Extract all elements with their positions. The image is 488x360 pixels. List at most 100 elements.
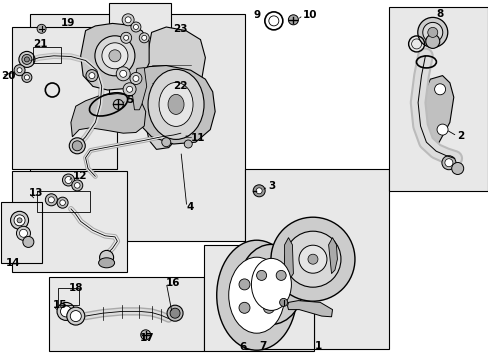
Ellipse shape [239,244,303,324]
Bar [245,169,388,349]
Polygon shape [284,238,293,281]
Circle shape [441,156,455,170]
Circle shape [139,33,149,43]
Circle shape [285,231,340,287]
Text: 18: 18 [68,283,83,293]
Polygon shape [144,27,205,149]
Circle shape [37,24,46,33]
Circle shape [427,27,437,37]
Polygon shape [328,238,337,274]
Circle shape [417,17,447,48]
Text: 12: 12 [72,171,87,181]
Circle shape [72,180,82,191]
Circle shape [89,73,95,78]
Circle shape [113,99,123,109]
Polygon shape [136,66,215,144]
Circle shape [70,311,81,321]
Circle shape [184,140,192,148]
Ellipse shape [251,258,291,310]
Text: 19: 19 [61,18,75,28]
Circle shape [279,298,287,306]
Circle shape [122,14,134,26]
Circle shape [123,83,136,96]
Circle shape [130,72,142,85]
Circle shape [133,76,139,81]
Bar [108,61,171,115]
Circle shape [57,302,75,320]
Circle shape [170,308,180,318]
Text: 8: 8 [436,9,443,19]
Polygon shape [132,68,146,110]
Text: 3: 3 [267,181,275,192]
Circle shape [142,35,146,40]
Text: 7: 7 [259,341,266,351]
Circle shape [167,305,183,321]
Ellipse shape [228,257,284,333]
Circle shape [62,174,74,186]
Circle shape [123,35,128,40]
Circle shape [24,75,29,80]
Circle shape [253,185,264,197]
Bar [388,7,487,191]
Circle shape [131,22,141,32]
Ellipse shape [148,69,203,139]
Circle shape [263,302,274,313]
Circle shape [17,226,30,240]
Circle shape [307,254,317,264]
Bar [12,27,117,169]
Circle shape [14,215,25,226]
Polygon shape [420,76,453,151]
Ellipse shape [99,258,114,268]
Circle shape [256,270,266,280]
Circle shape [22,54,32,64]
Text: 4: 4 [186,202,194,212]
Bar [245,248,313,349]
Circle shape [72,141,82,151]
Circle shape [17,218,22,223]
Circle shape [48,197,54,203]
Circle shape [100,251,113,264]
Circle shape [239,302,249,313]
Circle shape [276,270,285,280]
Ellipse shape [159,82,193,126]
Circle shape [11,211,28,229]
Circle shape [23,237,34,247]
Circle shape [288,15,298,25]
Circle shape [14,65,25,76]
Text: 1: 1 [314,341,321,351]
Bar [1,202,41,263]
Circle shape [434,84,445,95]
Text: 2: 2 [456,131,464,141]
Circle shape [60,200,65,206]
Text: 5: 5 [126,95,133,105]
Circle shape [57,197,68,208]
Circle shape [239,279,249,290]
Text: 13: 13 [28,188,43,198]
Circle shape [69,138,85,154]
Circle shape [74,183,80,188]
Circle shape [270,217,354,301]
Bar [49,277,204,351]
Circle shape [20,229,27,237]
Text: 16: 16 [166,278,181,288]
Text: 6: 6 [239,342,246,352]
Circle shape [67,307,84,325]
Circle shape [422,22,442,42]
Circle shape [65,176,72,184]
Bar [12,171,127,272]
Text: 22: 22 [173,81,187,91]
Polygon shape [71,94,145,137]
Circle shape [162,138,170,147]
Circle shape [116,67,130,81]
Circle shape [45,194,57,206]
Circle shape [436,124,447,135]
Polygon shape [81,23,149,90]
Ellipse shape [216,240,296,350]
Circle shape [22,72,32,82]
Circle shape [141,330,150,340]
Text: 23: 23 [173,24,187,34]
Polygon shape [287,301,332,317]
Circle shape [425,35,439,48]
Text: 17: 17 [139,333,154,343]
Circle shape [125,17,131,23]
